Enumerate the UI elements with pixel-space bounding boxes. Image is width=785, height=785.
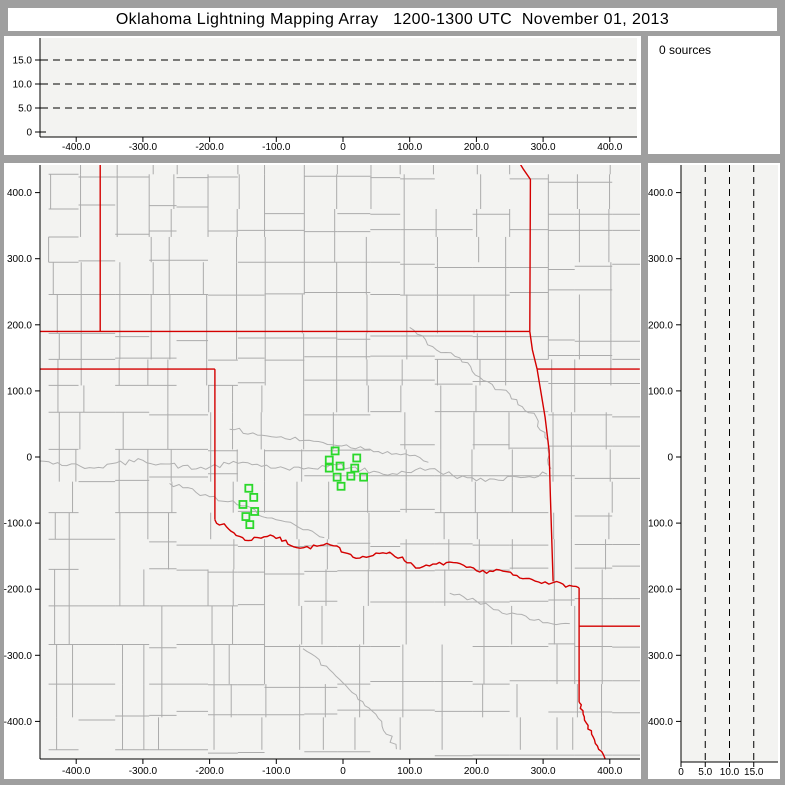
x-tick-label: -400.0	[62, 142, 91, 153]
panel-source-count: 0 sources	[648, 36, 780, 154]
x-tick-label: -300.0	[129, 766, 158, 777]
y-tick-label: -200.0	[4, 585, 32, 596]
x-tick-label: -400.0	[62, 766, 91, 777]
river-line	[40, 458, 548, 482]
lma-station-marker	[336, 481, 346, 491]
state-border-red-river-tx-ok	[214, 519, 580, 589]
y-tick-label: 300.0	[648, 254, 673, 265]
lma-station-marker	[332, 472, 342, 482]
lma-station-marker	[324, 463, 334, 473]
y-tick-label: -100.0	[4, 519, 32, 530]
lma-stations	[238, 446, 369, 530]
y-tick-label: -100.0	[648, 519, 673, 530]
panel-altitude-ns: 400.0 300.0 200.0 100.0 0 -100.0 -200.0 -300.0 -…	[648, 163, 780, 779]
y-tick-label: -400.0	[4, 717, 32, 728]
state-border-ok-mo-border	[529, 331, 538, 370]
y-tick-label: 10.0	[13, 80, 33, 91]
y-tick-label: -400.0	[648, 717, 673, 728]
river-line	[169, 483, 325, 539]
altitude-ns-plot[interactable]: 400.0 300.0 200.0 100.0 0 -100.0 -200.0 -300.0 -…	[648, 163, 780, 779]
river-line	[449, 592, 570, 626]
lma-station-marker	[352, 453, 362, 463]
x-tick-label: 200.0	[464, 766, 489, 777]
river-line	[302, 648, 397, 750]
lma-station-marker	[250, 507, 260, 516]
x-tick-label: -200.0	[195, 142, 224, 153]
x-tick-label: 300.0	[531, 142, 556, 153]
y-tick-label: 400.0	[7, 188, 32, 199]
lma-station-marker	[359, 472, 369, 482]
y-tick-label: 0	[26, 128, 32, 139]
lma-station-marker	[330, 446, 340, 456]
y-tick-label: -300.0	[4, 651, 32, 662]
y-tick-label: 0	[26, 453, 32, 464]
y-tick-label: 100.0	[7, 386, 32, 397]
x-tick-label: -300.0	[129, 142, 158, 153]
y-tick-label: 200.0	[7, 320, 32, 331]
x-tick-label: 100.0	[397, 766, 422, 777]
plot-area[interactable]	[40, 38, 637, 137]
y-tick-label: -300.0	[648, 651, 673, 662]
state-border-tx-la-border	[578, 701, 606, 759]
source-count-label: 0 sources	[659, 43, 712, 57]
lma-station-marker	[324, 455, 334, 465]
y-tick-label: 300.0	[7, 254, 32, 265]
x-tick-label: 10.0	[720, 767, 740, 778]
river-line	[409, 326, 552, 470]
y-tick-label: 100.0	[648, 386, 673, 397]
y-tick-label: -200.0	[648, 585, 673, 596]
y-tick-label: 400.0	[648, 188, 673, 199]
panel-altitude-ew: 15.0 10.0 5.0 0 -400.0 -300.0 -200.0 -100.0 0 100…	[4, 36, 641, 155]
x-tick-label: 300.0	[531, 766, 556, 777]
x-tick-label: -100.0	[262, 766, 291, 777]
lma-station-marker	[238, 500, 248, 509]
x-tick-label: 400.0	[597, 142, 622, 153]
map-content	[40, 165, 640, 759]
x-tick-label: 15.0	[744, 767, 764, 778]
y-tick-label: 0	[667, 453, 673, 464]
lma-station-marker	[241, 512, 251, 521]
window-title: Oklahoma Lightning Mapping Array 1200-13…	[115, 10, 670, 28]
y-tick-label: 5.0	[18, 104, 32, 115]
x-tick-label: 0	[340, 142, 346, 153]
panel-plan-view-map: 400.0 300.0 200.0 100.0 0 -100.0 -200.0 -300.0 -…	[4, 163, 641, 779]
lma-station-marker	[335, 461, 345, 471]
altitude-ew-plot[interactable]: 15.0 10.0 5.0 0 -400.0 -300.0 -200.0 -100.0 0 100…	[4, 36, 641, 155]
title-bar: Oklahoma Lightning Mapping Array 1200-13…	[8, 8, 777, 31]
x-tick-label: 100.0	[397, 142, 422, 153]
lma-station-marker	[249, 492, 259, 502]
x-tick-label: -200.0	[195, 766, 224, 777]
river-line	[229, 427, 429, 463]
x-tick-label: -100.0	[262, 142, 291, 153]
y-tick-label: 15.0	[13, 56, 33, 67]
lma-station-marker	[244, 483, 254, 493]
x-tick-label: 5.0	[698, 767, 712, 778]
state-border-ks-mo-border	[519, 165, 532, 332]
x-tick-label: 0	[340, 766, 346, 777]
y-tick-label: 200.0	[648, 320, 673, 331]
lma-station-marker	[346, 471, 356, 481]
lma-station-marker	[350, 463, 360, 473]
x-tick-label: 0	[678, 767, 684, 778]
x-tick-label: 200.0	[464, 142, 489, 153]
x-tick-label: 400.0	[597, 766, 622, 777]
plan-view-plot[interactable]: 400.0 300.0 200.0 100.0 0 -100.0 -200.0 -300.0 -…	[4, 163, 641, 779]
lma-station-marker	[245, 520, 255, 530]
state-border-ok-ar-border	[536, 368, 554, 582]
